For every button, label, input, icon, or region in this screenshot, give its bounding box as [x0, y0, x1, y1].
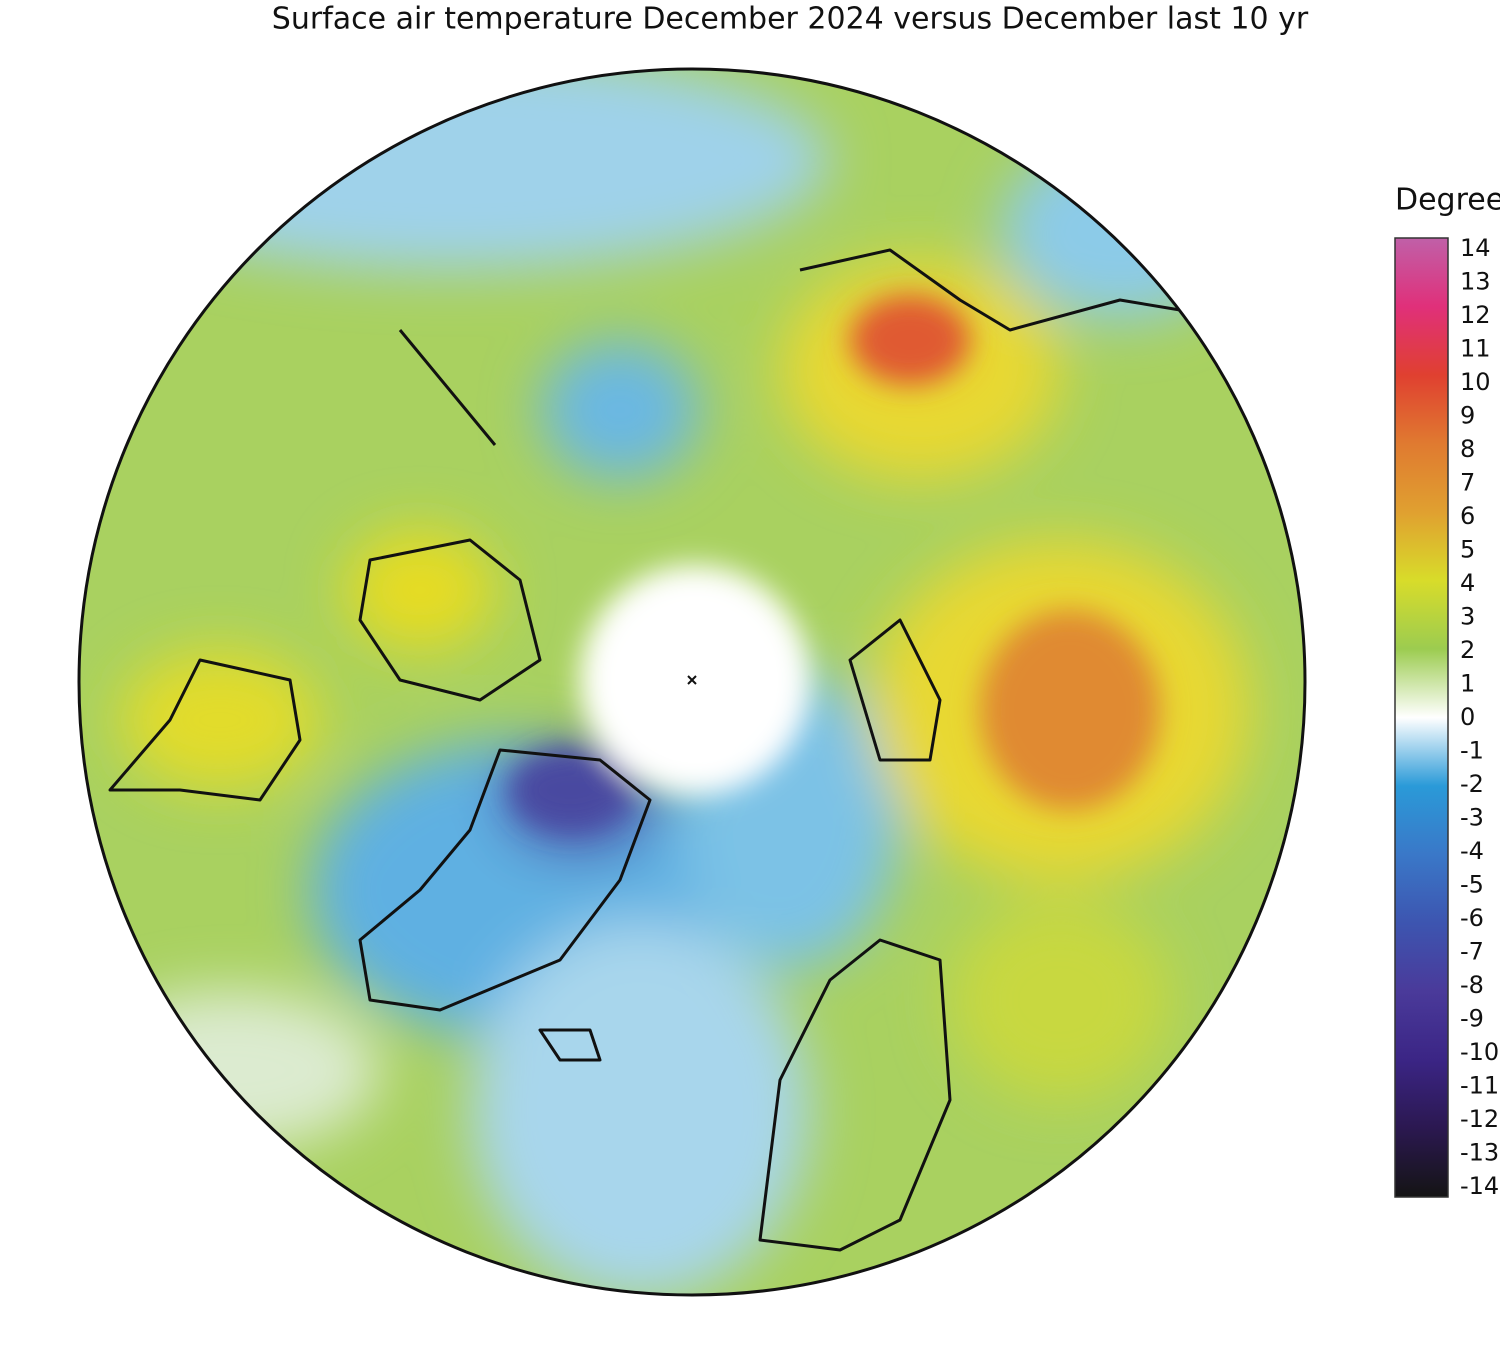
colorbar-tick-label: -13 — [1460, 1139, 1499, 1167]
map-border — [77, 67, 1307, 1297]
colorbar-tick-label: 1 — [1460, 670, 1475, 698]
map-title: Surface air temperature December 2024 ve… — [272, 2, 1309, 37]
colorbar-tick-label: -8 — [1460, 971, 1484, 999]
colorbar-tick-label: 4 — [1460, 569, 1475, 597]
colorbar-tick-label: 12 — [1460, 301, 1491, 329]
colorbar-tick-label: 10 — [1460, 368, 1491, 396]
legend-title: Degrees C — [1395, 183, 1500, 218]
colorbar-tick-label: -3 — [1460, 804, 1484, 832]
colorbar-tick-label: 8 — [1460, 435, 1475, 463]
colorbar-tick-label: 11 — [1460, 335, 1491, 363]
anomaly-map — [79, 69, 1305, 1295]
colorbar-tick-label: -7 — [1460, 938, 1484, 966]
colorbar-tick-label: -4 — [1460, 837, 1484, 865]
colorbar-tick-label: -12 — [1460, 1105, 1499, 1133]
colorbar-tick-label: -14 — [1460, 1172, 1499, 1200]
colorbar-tick-label: -6 — [1460, 904, 1484, 932]
colorbar-tick-label: -5 — [1460, 871, 1484, 899]
colorbar-tick-label: 13 — [1460, 268, 1491, 296]
colorbar-tick-label: -1 — [1460, 737, 1484, 765]
colorbar-tick-label: 0 — [1460, 703, 1475, 731]
colorbar-tick-label: -9 — [1460, 1005, 1484, 1033]
colorbar-tick-label: 5 — [1460, 536, 1475, 564]
colorbar-tick-label: -11 — [1460, 1072, 1499, 1100]
colorbar — [1394, 237, 1449, 1198]
colorbar-tick-label: 9 — [1460, 402, 1475, 430]
colorbar-tick-label: -2 — [1460, 770, 1484, 798]
colorbar-tick-label: 6 — [1460, 502, 1475, 530]
colorbar-tick-label: -10 — [1460, 1038, 1499, 1066]
colorbar-tick-label: 2 — [1460, 636, 1475, 664]
colorbar-tick-label: 7 — [1460, 469, 1475, 497]
colorbar-tick-label: 3 — [1460, 603, 1475, 631]
colorbar-tick-label: 14 — [1460, 234, 1491, 262]
